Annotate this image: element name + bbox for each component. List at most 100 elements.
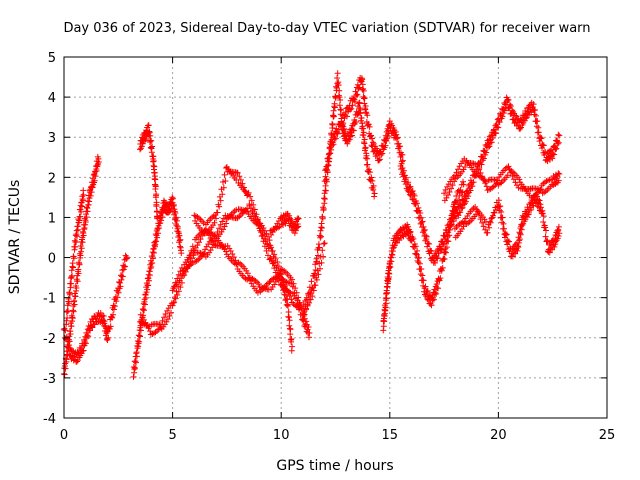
data-point: [488, 215, 495, 222]
y-tick-label: -4: [43, 412, 56, 427]
data-point: [361, 136, 368, 143]
data-point: [93, 167, 100, 174]
data-point: [348, 132, 355, 139]
data-point: [318, 259, 325, 266]
data-point: [459, 204, 466, 211]
data-point: [359, 86, 366, 93]
data-point: [335, 126, 342, 133]
y-axis-label: SDTVAR / TECUs: [7, 180, 23, 295]
data-point: [178, 250, 185, 257]
data-point: [314, 258, 321, 265]
data-point: [189, 243, 196, 250]
data-point: [330, 107, 337, 114]
data-point: [321, 178, 328, 185]
data-point: [308, 278, 315, 285]
data-point: [145, 122, 152, 129]
y-tick-label: 2: [48, 171, 56, 186]
data-point: [113, 298, 120, 305]
data-point: [171, 299, 178, 306]
series-track-j: [299, 70, 378, 323]
data-point: [439, 264, 446, 271]
data-point: [152, 176, 159, 183]
data-marks: [61, 70, 563, 380]
x-tick-label: 15: [382, 428, 399, 443]
data-point: [389, 251, 396, 258]
data-point: [139, 306, 146, 313]
data-point: [70, 255, 77, 262]
data-point: [164, 316, 171, 323]
data-point: [68, 274, 75, 281]
data-point: [234, 169, 241, 176]
data-point: [427, 300, 434, 307]
data-point: [364, 112, 371, 119]
data-point: [456, 163, 463, 170]
y-tick-label: 4: [48, 91, 56, 106]
data-point: [92, 173, 99, 180]
data-point: [319, 215, 326, 222]
data-point: [265, 252, 272, 259]
data-point: [64, 314, 71, 321]
data-point: [173, 214, 180, 221]
data-point: [399, 157, 406, 164]
data-point: [69, 264, 76, 271]
data-point: [150, 255, 157, 262]
data-point: [411, 192, 418, 199]
data-point: [298, 304, 305, 311]
data-point: [221, 223, 228, 230]
data-point: [248, 197, 255, 204]
data-point: [183, 261, 190, 268]
data-point: [322, 187, 329, 194]
x-tick-label: 20: [490, 428, 507, 443]
data-point: [398, 160, 405, 167]
data-point: [315, 271, 322, 278]
data-point: [303, 318, 310, 325]
data-point: [456, 192, 463, 199]
data-point: [417, 210, 424, 217]
data-point: [317, 227, 324, 234]
data-point: [288, 296, 295, 303]
x-tick-label: 5: [168, 428, 176, 443]
data-point: [419, 218, 426, 225]
data-point: [368, 174, 375, 181]
data-point: [495, 124, 502, 131]
data-point: [201, 250, 208, 257]
data-point: [359, 76, 366, 83]
data-point: [296, 299, 303, 306]
series-track-i: [267, 210, 302, 238]
data-point: [321, 200, 328, 207]
data-point: [317, 234, 324, 241]
data-point: [79, 197, 86, 204]
data-point: [162, 310, 169, 317]
data-point: [65, 307, 72, 314]
y-tick-label: 5: [48, 51, 56, 66]
data-point: [533, 123, 540, 130]
data-point: [141, 296, 148, 303]
data-point: [240, 184, 247, 191]
data-point: [149, 143, 156, 150]
data-point: [122, 263, 129, 270]
y-tick-label: -3: [43, 372, 56, 387]
data-point: [230, 254, 237, 261]
data-point: [117, 283, 124, 290]
data-point: [462, 198, 469, 205]
data-point: [261, 231, 268, 238]
data-point: [74, 226, 81, 233]
data-point: [141, 301, 148, 308]
data-point: [83, 214, 90, 221]
data-point: [148, 149, 155, 156]
data-point: [335, 82, 342, 89]
data-point: [214, 209, 221, 216]
data-point: [418, 266, 425, 273]
data-point: [416, 260, 423, 267]
data-point: [101, 318, 108, 325]
data-point: [170, 201, 177, 208]
data-point: [483, 149, 490, 156]
data-point: [420, 227, 427, 234]
data-point: [442, 236, 449, 243]
data-point: [223, 220, 230, 227]
data-point: [358, 114, 365, 121]
data-point: [388, 258, 395, 265]
y-tick-label: 1: [48, 211, 56, 226]
data-point: [331, 104, 338, 111]
data-point: [289, 343, 296, 350]
